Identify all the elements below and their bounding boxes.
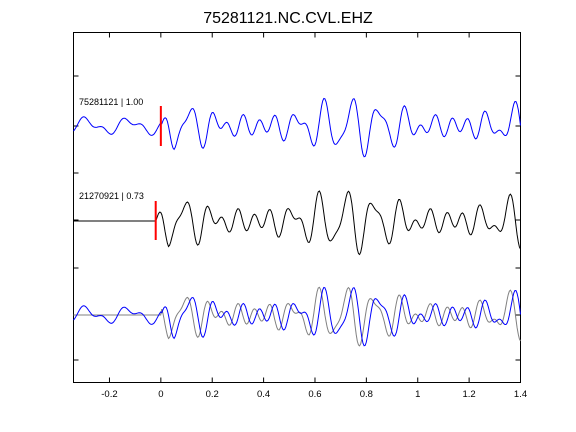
trace-1-line <box>73 97 521 158</box>
plot-frame <box>73 32 521 383</box>
x-axis: -0.2 0 0.2 0.4 0.6 0.8 1 1.2 1.4 <box>101 32 527 400</box>
trace-3-overlay-line <box>73 286 521 347</box>
chart-title: 75281121.NC.CVL.EHZ <box>203 10 373 27</box>
traces <box>73 97 521 347</box>
x-tick-label: 0.6 <box>308 389 321 400</box>
x-tick-label: 1 <box>415 389 420 400</box>
trace-label-1: 75281121 | 1.00 <box>79 97 143 107</box>
trace-3-line <box>73 286 521 347</box>
x-tick-label: -0.2 <box>101 389 117 400</box>
x-tick-label: 0.8 <box>360 389 373 400</box>
trace-2-line <box>73 190 521 256</box>
x-tick-label: 0.4 <box>257 389 270 400</box>
x-tick-label: 1.2 <box>463 389 476 400</box>
x-tick-label: 0.2 <box>206 389 219 400</box>
x-tick-label: 0 <box>158 389 163 400</box>
trace-label-2: 21270921 | 0.73 <box>79 191 144 201</box>
x-tick-label: 1.4 <box>514 389 527 400</box>
